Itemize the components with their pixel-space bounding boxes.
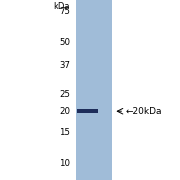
Text: 37: 37 [59,60,70,69]
Text: 25: 25 [59,90,70,99]
Text: ←20kDa: ←20kDa [126,107,163,116]
Bar [76,0,112,180]
Text: 20: 20 [59,107,70,116]
Text: 75: 75 [59,8,70,17]
Text: kDa: kDa [54,2,70,11]
Bar [76,109,98,113]
Text: 50: 50 [59,38,70,47]
Text: 15: 15 [59,128,70,137]
Text: 10: 10 [59,159,70,168]
